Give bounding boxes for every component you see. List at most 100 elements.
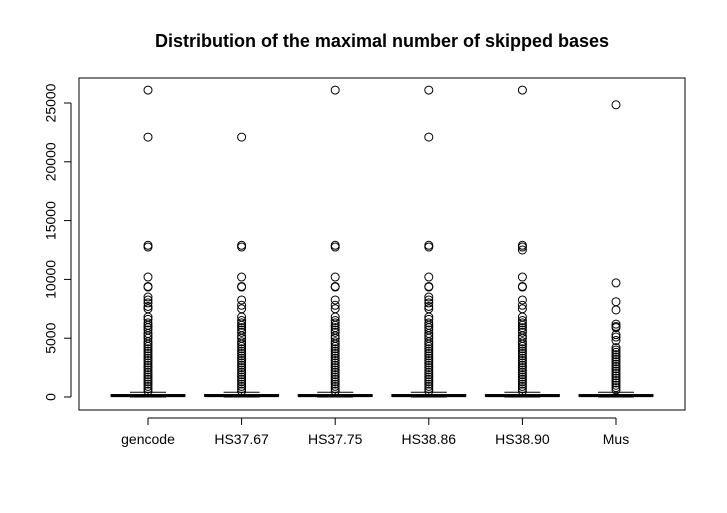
- outlier-point: [424, 356, 434, 366]
- y-tick-label: 20000: [43, 142, 59, 181]
- outlier-point: [237, 242, 247, 252]
- outlier-point: [237, 353, 247, 363]
- y-tick-label: 0: [43, 393, 59, 401]
- outlier-point: [611, 100, 621, 110]
- outlier-point: [611, 366, 621, 376]
- outlier-point: [143, 341, 153, 351]
- outlier-point: [424, 346, 434, 356]
- outlier-point: [424, 337, 434, 347]
- outlier-point: [237, 377, 247, 387]
- outlier-point: [611, 383, 621, 393]
- outlier-point: [517, 242, 527, 252]
- outlier-point: [424, 370, 434, 380]
- outlier-point: [424, 242, 434, 252]
- outlier-point: [424, 344, 434, 354]
- outlier-point: [143, 242, 153, 252]
- outlier-point: [517, 327, 527, 337]
- outlier-point: [237, 379, 247, 389]
- outlier-point: [611, 364, 621, 374]
- outlier-point: [143, 356, 153, 366]
- outlier-point: [143, 346, 153, 356]
- outlier-point: [424, 365, 434, 375]
- outlier-point: [424, 282, 434, 292]
- outlier-point: [424, 240, 434, 250]
- outlier-point: [611, 305, 621, 315]
- outlier-point: [424, 351, 434, 361]
- outlier-point: [424, 381, 434, 391]
- outlier-point: [517, 318, 527, 328]
- outlier-point: [143, 377, 153, 387]
- box-group: [297, 85, 373, 398]
- outlier-point: [424, 384, 434, 394]
- outlier-point: [330, 316, 340, 326]
- outlier-point: [424, 298, 434, 308]
- x-tick-label: gencode: [121, 431, 175, 447]
- outlier-point: [611, 343, 621, 353]
- outlier-point: [424, 132, 434, 142]
- outlier-point: [611, 350, 621, 360]
- outlier-point: [330, 386, 340, 396]
- outlier-point: [517, 339, 527, 349]
- outlier-point: [424, 374, 434, 384]
- chart-title: Distribution of the maximal number of sk…: [155, 31, 609, 51]
- box-group: [578, 100, 654, 398]
- outlier-point: [330, 327, 340, 337]
- outlier-point: [237, 295, 247, 305]
- outlier-point: [611, 332, 621, 342]
- outlier-point: [330, 379, 340, 389]
- box-group: [204, 132, 280, 398]
- outlier-point: [611, 278, 621, 288]
- outlier-point: [517, 386, 527, 396]
- outlier-point: [517, 346, 527, 356]
- x-tick-label: HS37.67: [214, 431, 269, 447]
- outlier-point: [330, 300, 340, 310]
- y-tick-label: 10000: [43, 260, 59, 299]
- outlier-point: [517, 316, 527, 326]
- outlier-point: [143, 348, 153, 358]
- outlier-point: [143, 337, 153, 347]
- outlier-point: [424, 360, 434, 370]
- outlier-point: [143, 365, 153, 375]
- outlier-point: [611, 371, 621, 381]
- outlier-point: [611, 361, 621, 371]
- outlier-point: [143, 372, 153, 382]
- outlier-point: [611, 385, 621, 395]
- outlier-point: [517, 370, 527, 380]
- outlier-point: [143, 344, 153, 354]
- outlier-point: [330, 341, 340, 351]
- outlier-point: [143, 374, 153, 384]
- outlier-point: [143, 85, 153, 95]
- outlier-point: [611, 297, 621, 307]
- outlier-point: [611, 336, 621, 346]
- outlier-point: [330, 372, 340, 382]
- plot-frame: [78, 77, 686, 411]
- outlier-point: [517, 360, 527, 370]
- x-tick-label: HS37.75: [308, 431, 363, 447]
- outlier-point: [517, 348, 527, 358]
- outlier-point: [611, 345, 621, 355]
- outlier-point: [517, 295, 527, 305]
- outlier-point: [143, 282, 153, 292]
- outlier-point: [237, 282, 247, 292]
- boxes-layer: [110, 85, 654, 398]
- outlier-point: [517, 358, 527, 368]
- outlier-point: [237, 358, 247, 368]
- outlier-point: [330, 370, 340, 380]
- outlier-point: [611, 352, 621, 362]
- outlier-point: [517, 353, 527, 363]
- outlier-point: [330, 363, 340, 373]
- outlier-point: [143, 240, 153, 250]
- outlier-point: [517, 300, 527, 310]
- outlier-point: [517, 272, 527, 282]
- outlier-point: [611, 359, 621, 369]
- outlier-point: [330, 318, 340, 328]
- outlier-point: [424, 358, 434, 368]
- outlier-point: [143, 386, 153, 396]
- outlier-point: [517, 344, 527, 354]
- outlier-point: [237, 327, 247, 337]
- x-axis: gencode HS37.67 HS37.75 HS38.86 HS38.90 Mus: [121, 417, 629, 447]
- outlier-point: [424, 295, 434, 305]
- outlier-point: [237, 341, 247, 351]
- outlier-point: [517, 356, 527, 366]
